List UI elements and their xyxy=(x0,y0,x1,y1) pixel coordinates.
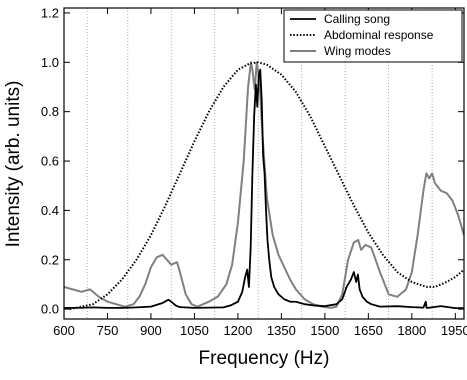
series-lines xyxy=(63,61,465,311)
x-tick-label-9: 1950 xyxy=(441,323,467,338)
x-tick-label-1: 750 xyxy=(97,323,119,338)
x-tick-label-2: 900 xyxy=(140,323,162,338)
x-tick-label-6: 1500 xyxy=(310,323,339,338)
y-tick-label-0: 0.0 xyxy=(41,302,59,317)
x-tick-label-5: 1350 xyxy=(267,323,296,338)
y-tick-label-5: 1.0 xyxy=(41,55,59,70)
x-axis-title: Frequency (Hz) xyxy=(199,348,330,369)
legend-label-abdominal-response: Abdominal response xyxy=(324,28,434,42)
plot-area-frame xyxy=(63,7,465,320)
legend: Calling song Abdominal response Wing mod… xyxy=(283,9,463,63)
x-tick-label-0: 600 xyxy=(53,323,75,338)
y-tick-label-6: 1.2 xyxy=(41,5,59,20)
y-tick-label-4: 0.8 xyxy=(41,104,59,119)
legend-label-calling-song: Calling song xyxy=(324,12,390,26)
tick-labels: 600 750 900 1050 1200 1350 1500 1650 1800 1950 0.0… xyxy=(41,5,467,338)
x-tick-label-3: 1050 xyxy=(180,323,209,338)
y-axis-title: Intensity (arb. units) xyxy=(3,81,24,248)
x-tick-label-4: 1200 xyxy=(223,323,252,338)
series-line-abdominal-response xyxy=(69,61,465,311)
x-tick-label-7: 1650 xyxy=(354,323,383,338)
y-tick-label-3: 0.6 xyxy=(41,154,59,169)
x-tick-label-8: 1800 xyxy=(397,323,426,338)
y-tick-label-2: 0.4 xyxy=(41,203,59,218)
y-tick-label-1: 0.2 xyxy=(41,252,59,267)
series-line-calling-song xyxy=(64,68,464,310)
legend-label-wing-modes: Wing modes xyxy=(324,44,391,58)
series-line-wing-modes xyxy=(63,61,465,309)
